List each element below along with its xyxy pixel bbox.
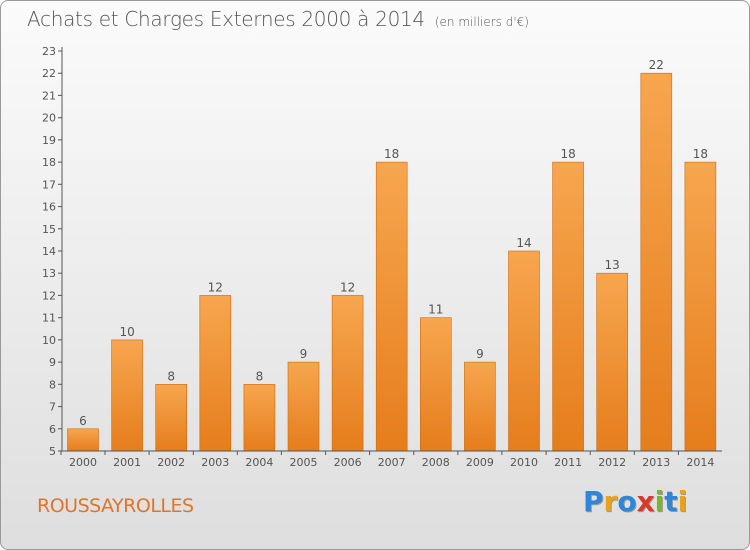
y-tick-label-17: 17 (42, 178, 56, 191)
bar-2008 (419, 317, 452, 452)
chart-title: Achats et Charges Externes 2000 à 2014 (e… (27, 7, 529, 31)
y-tick-label-22: 22 (42, 67, 56, 80)
x-tick-label-2011: 2011 (554, 456, 582, 469)
bar-2013 (640, 72, 673, 452)
y-tick-label-19: 19 (42, 134, 56, 147)
x-tick-label-2006: 2006 (334, 456, 362, 469)
y-tick-label-20: 20 (42, 112, 56, 125)
proxiti-logo: Proxiti (583, 485, 687, 518)
value-label-2013: 22 (649, 58, 664, 72)
value-label-2008: 11 (428, 303, 443, 317)
labels-group: 6 2000 10 2001 8 2002 12 2003 8 2004 9 2005 12 2006 18… (42, 45, 714, 469)
axes-group (58, 47, 722, 455)
value-label-2009: 9 (476, 347, 484, 361)
logo-letter: P (583, 485, 604, 518)
value-label-2004: 8 (256, 369, 264, 383)
value-label-2010: 14 (516, 236, 531, 250)
bar-2007 (375, 161, 408, 452)
bar-2005 (287, 361, 320, 452)
x-tick-label-2004: 2004 (245, 456, 273, 469)
value-label-2007: 18 (384, 147, 399, 161)
logo-letter: r (603, 485, 618, 518)
y-tick-label-18: 18 (42, 156, 56, 169)
x-tick-label-2008: 2008 (422, 456, 450, 469)
x-tick-label-2010: 2010 (510, 456, 538, 469)
y-tick-label-9: 9 (49, 356, 56, 369)
value-label-2006: 12 (340, 280, 355, 294)
y-tick-label-13: 13 (42, 267, 56, 280)
y-tick-label-6: 6 (49, 423, 56, 436)
value-label-2000: 6 (79, 414, 87, 428)
y-tick-label-10: 10 (42, 334, 56, 347)
logo-letter: x (636, 485, 655, 518)
value-label-2014: 18 (693, 147, 708, 161)
value-label-2005: 9 (300, 347, 308, 361)
logo-letter: o (617, 485, 637, 518)
x-tick-label-2014: 2014 (686, 456, 714, 469)
bar-2001 (111, 339, 143, 452)
logo-letter: i (654, 485, 665, 518)
y-tick-label-8: 8 (49, 378, 56, 391)
x-tick-label-2002: 2002 (157, 456, 185, 469)
bar-2002 (155, 383, 187, 452)
bar-2014 (684, 161, 717, 452)
y-tick-label-11: 11 (42, 312, 56, 325)
bars-group (67, 72, 717, 452)
y-tick-label-15: 15 (42, 223, 56, 236)
x-tick-label-2003: 2003 (201, 456, 229, 469)
bar-2003 (199, 295, 232, 452)
x-tick-label-2009: 2009 (466, 456, 494, 469)
bar-2006 (331, 295, 364, 452)
y-tick-label-14: 14 (42, 245, 56, 258)
x-tick-label-2000: 2000 (69, 456, 97, 469)
logo-letter: i (677, 485, 688, 518)
value-label-2002: 8 (167, 369, 175, 383)
x-tick-label-2013: 2013 (642, 456, 670, 469)
bar-2010 (508, 250, 540, 452)
commune-name: ROUSSAYROLLES (37, 495, 194, 517)
y-tick-label-7: 7 (49, 401, 56, 414)
chart-subtitle: (en milliers d'€) (434, 15, 529, 29)
x-tick-label-2012: 2012 (598, 456, 626, 469)
bar-2004 (243, 383, 276, 452)
bar-2009 (464, 361, 496, 452)
y-tick-label-12: 12 (42, 289, 56, 302)
y-tick-label-23: 23 (42, 45, 56, 58)
bar-2000 (67, 428, 99, 452)
value-label-2011: 18 (560, 147, 575, 161)
bar-2012 (596, 272, 629, 452)
x-tick-label-2005: 2005 (290, 456, 318, 469)
y-tick-label-16: 16 (42, 201, 56, 214)
x-tick-label-2001: 2001 (113, 456, 141, 469)
chart-title-text: Achats et Charges Externes 2000 à 2014 (27, 7, 425, 31)
x-tick-label-2007: 2007 (378, 456, 406, 469)
value-label-2003: 12 (208, 280, 223, 294)
logo-letter: t (664, 485, 678, 518)
bar-2011 (552, 161, 584, 452)
y-tick-label-21: 21 (42, 89, 56, 102)
value-label-2012: 13 (605, 258, 620, 272)
value-label-2001: 10 (119, 325, 134, 339)
y-tick-label-5: 5 (49, 445, 56, 458)
